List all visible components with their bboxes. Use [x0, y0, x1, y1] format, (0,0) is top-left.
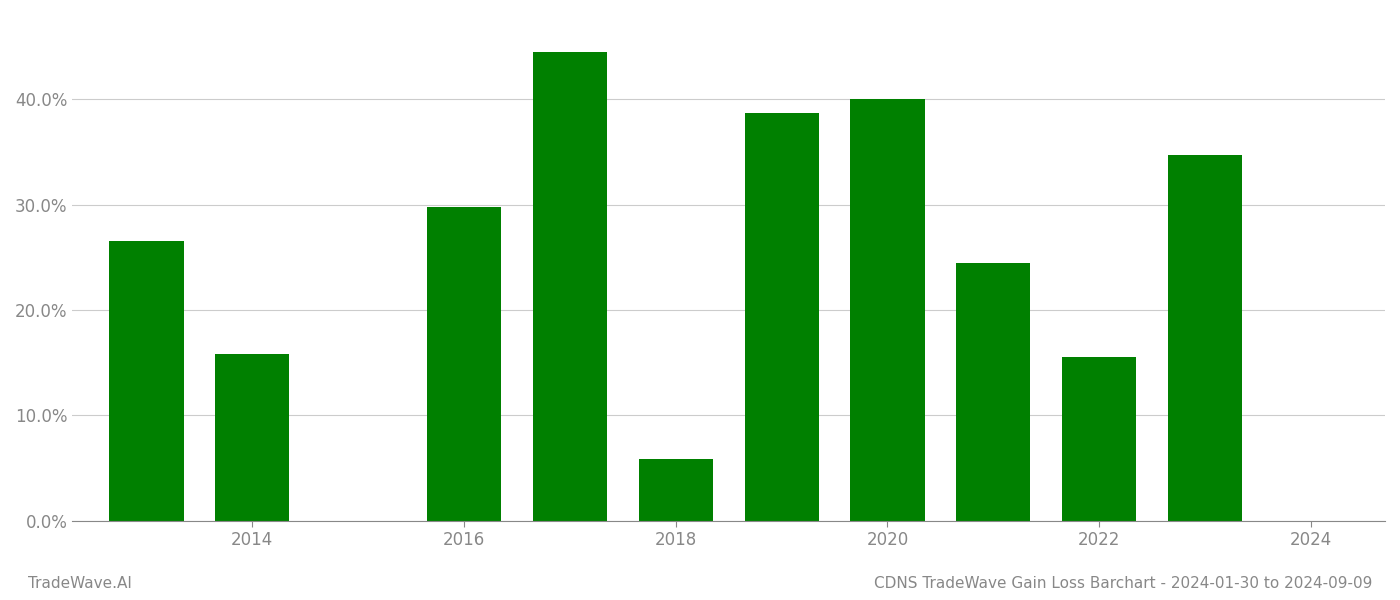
Text: CDNS TradeWave Gain Loss Barchart - 2024-01-30 to 2024-09-09: CDNS TradeWave Gain Loss Barchart - 2024… — [874, 576, 1372, 591]
Bar — [109, 241, 183, 521]
Bar — [1168, 155, 1242, 521]
Bar — [427, 207, 501, 521]
Bar — [850, 99, 924, 521]
Bar — [533, 52, 608, 521]
Bar — [1063, 358, 1137, 521]
Bar — [956, 263, 1030, 521]
Bar — [638, 460, 713, 521]
Bar — [216, 354, 290, 521]
Bar — [745, 113, 819, 521]
Text: TradeWave.AI: TradeWave.AI — [28, 576, 132, 591]
